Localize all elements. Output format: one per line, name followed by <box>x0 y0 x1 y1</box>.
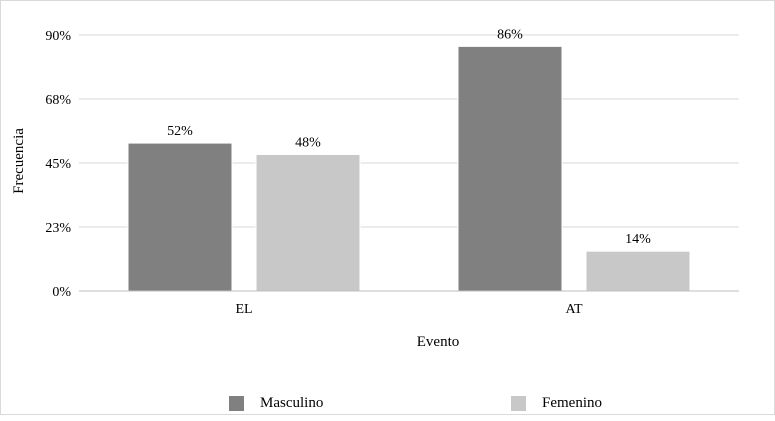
bar-femenino-at <box>585 250 691 292</box>
x-tick-label: EL <box>235 302 252 317</box>
bars-layer <box>127 45 691 292</box>
data-label: 14% <box>625 232 651 247</box>
x-tick-label: AT <box>565 302 583 317</box>
data-label: 86% <box>497 27 523 42</box>
bar-masculino-el <box>127 142 233 292</box>
data-label: 52% <box>167 124 193 139</box>
legend-label-masculino: Masculino <box>260 395 323 411</box>
data-labels-layer: 52% 48% 86% 14% <box>167 27 651 247</box>
legend-swatch-femenino <box>511 396 526 411</box>
bar-femenino-el <box>255 153 361 292</box>
y-tick-label: 68% <box>45 93 71 108</box>
legend-swatch-masculino <box>229 396 244 411</box>
y-tick-label: 0% <box>52 285 71 300</box>
y-tick-label: 45% <box>45 157 71 172</box>
data-label: 48% <box>295 135 321 150</box>
legend-layer: Masculino Femenino <box>229 395 602 411</box>
y-tick-label: 23% <box>45 221 71 236</box>
x-axis-label: Evento <box>417 334 460 350</box>
bar-masculino-at <box>457 45 563 292</box>
axis-layer: 0% 23% 45% 68% 90% EL AT <box>45 29 739 317</box>
y-axis-label: Frecuencia <box>11 128 27 194</box>
y-tick-label: 90% <box>45 29 71 44</box>
legend-label-femenino: Femenino <box>542 395 602 411</box>
